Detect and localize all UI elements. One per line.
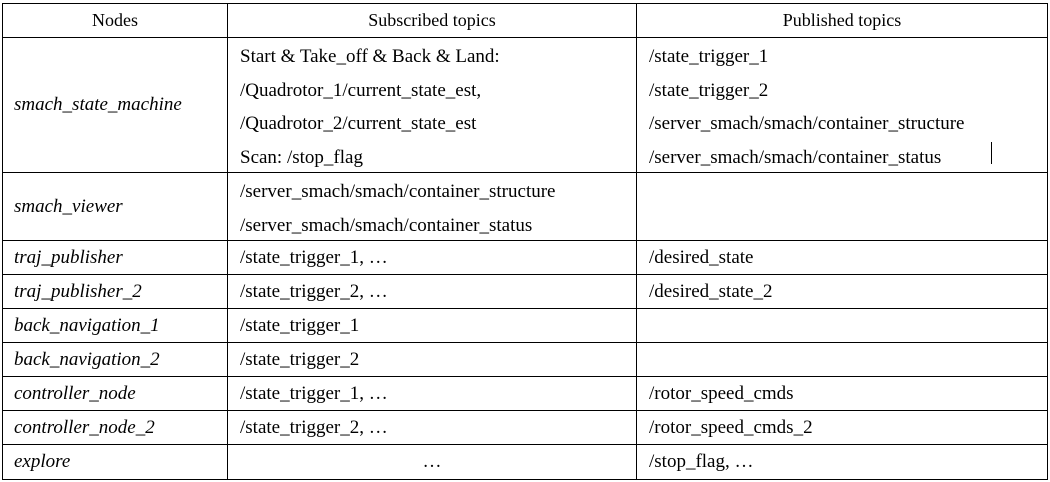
topic-line: /state_trigger_2	[240, 349, 360, 370]
subscribed-topics: Start & Take_off & Back & Land: /Quadrot…	[228, 38, 637, 172]
topic-line: /server_smach/smach/container_status	[240, 214, 533, 236]
table-row: smach_state_machine Start & Take_off & B…	[3, 38, 1047, 173]
node-name: smach_viewer	[3, 173, 228, 240]
topics-table: Nodes Subscribed topics Published topics…	[2, 3, 1048, 480]
published-topics: /state_trigger_1 /state_trigger_2 /serve…	[637, 38, 1047, 172]
subscribed-topics: /state_trigger_1, …	[228, 241, 637, 274]
subscribed-topics: /state_trigger_2	[228, 343, 637, 376]
header-nodes: Nodes	[3, 4, 228, 37]
published-topics	[637, 343, 1047, 376]
topic-line: /desired_state	[649, 247, 754, 268]
text-cursor	[991, 142, 992, 164]
node-name: smach_state_machine	[3, 38, 228, 172]
published-topics	[637, 173, 1047, 240]
node-name: controller_node_2	[3, 411, 228, 444]
table-header-row: Nodes Subscribed topics Published topics	[3, 4, 1047, 38]
topic-line: /server_smach/smach/container_status	[649, 146, 942, 168]
table-row: controller_node_2 /state_trigger_2, … /r…	[3, 411, 1047, 445]
subscribed-topics: /server_smach/smach/container_structure …	[228, 173, 637, 240]
published-topics: /rotor_speed_cmds	[637, 377, 1047, 410]
topic-line: …	[422, 451, 442, 472]
node-name: back_navigation_1	[3, 309, 228, 342]
published-topics: /desired_state	[637, 241, 1047, 274]
topic-line: /state_trigger_1	[240, 315, 360, 336]
topic-line: /state_trigger_2, …	[240, 281, 388, 302]
topic-line: /server_smach/smach/container_structure	[240, 181, 556, 202]
header-subscribed: Subscribed topics	[228, 4, 637, 37]
table-row: traj_publisher_2 /state_trigger_2, … /de…	[3, 275, 1047, 309]
published-topics: /desired_state_2	[637, 275, 1047, 308]
published-topics	[637, 309, 1047, 342]
topic-line: /server_smach/smach/container_structure	[649, 113, 965, 134]
subscribed-topics: /state_trigger_2, …	[228, 411, 637, 444]
topic-line: /stop_flag, …	[649, 451, 754, 472]
table-row: smach_viewer /server_smach/smach/contain…	[3, 173, 1047, 241]
topic-line: /Quadrotor_2/current_state_est	[240, 113, 477, 134]
node-name: traj_publisher_2	[3, 275, 228, 308]
topic-line: /state_trigger_1, …	[240, 247, 388, 268]
topic-line: /desired_state_2	[649, 281, 773, 302]
node-name: back_navigation_2	[3, 343, 228, 376]
subscribed-topics: …	[228, 445, 637, 479]
node-name: traj_publisher	[3, 241, 228, 274]
node-name: controller_node	[3, 377, 228, 410]
published-topics: /stop_flag, …	[637, 445, 1047, 479]
topic-line: /state_trigger_1	[649, 46, 769, 67]
topic-line: /state_trigger_2, …	[240, 417, 388, 438]
subscribed-topics: /state_trigger_2, …	[228, 275, 637, 308]
node-name: explore	[3, 445, 228, 479]
table-row: explore … /stop_flag, …	[3, 445, 1047, 479]
topic-line: /state_trigger_1, …	[240, 383, 388, 404]
subscribed-topics: /state_trigger_1, …	[228, 377, 637, 410]
subscribed-topics: /state_trigger_1	[228, 309, 637, 342]
table-row: traj_publisher /state_trigger_1, … /desi…	[3, 241, 1047, 275]
topic-line: /rotor_speed_cmds	[649, 383, 794, 404]
table-row: back_navigation_2 /state_trigger_2	[3, 343, 1047, 377]
header-published: Published topics	[782, 10, 902, 30]
topic-line: /Quadrotor_1/current_state_est,	[240, 79, 482, 101]
topic-line: /rotor_speed_cmds_2	[649, 417, 813, 438]
topic-line: /state_trigger_2	[649, 79, 769, 101]
table-row: controller_node /state_trigger_1, … /rot…	[3, 377, 1047, 411]
topic-line: Start & Take_off & Back & Land:	[240, 46, 500, 67]
table-row: back_navigation_1 /state_trigger_1	[3, 309, 1047, 343]
published-topics: /rotor_speed_cmds_2	[637, 411, 1047, 444]
topic-line: Scan: /stop_flag	[240, 146, 363, 168]
